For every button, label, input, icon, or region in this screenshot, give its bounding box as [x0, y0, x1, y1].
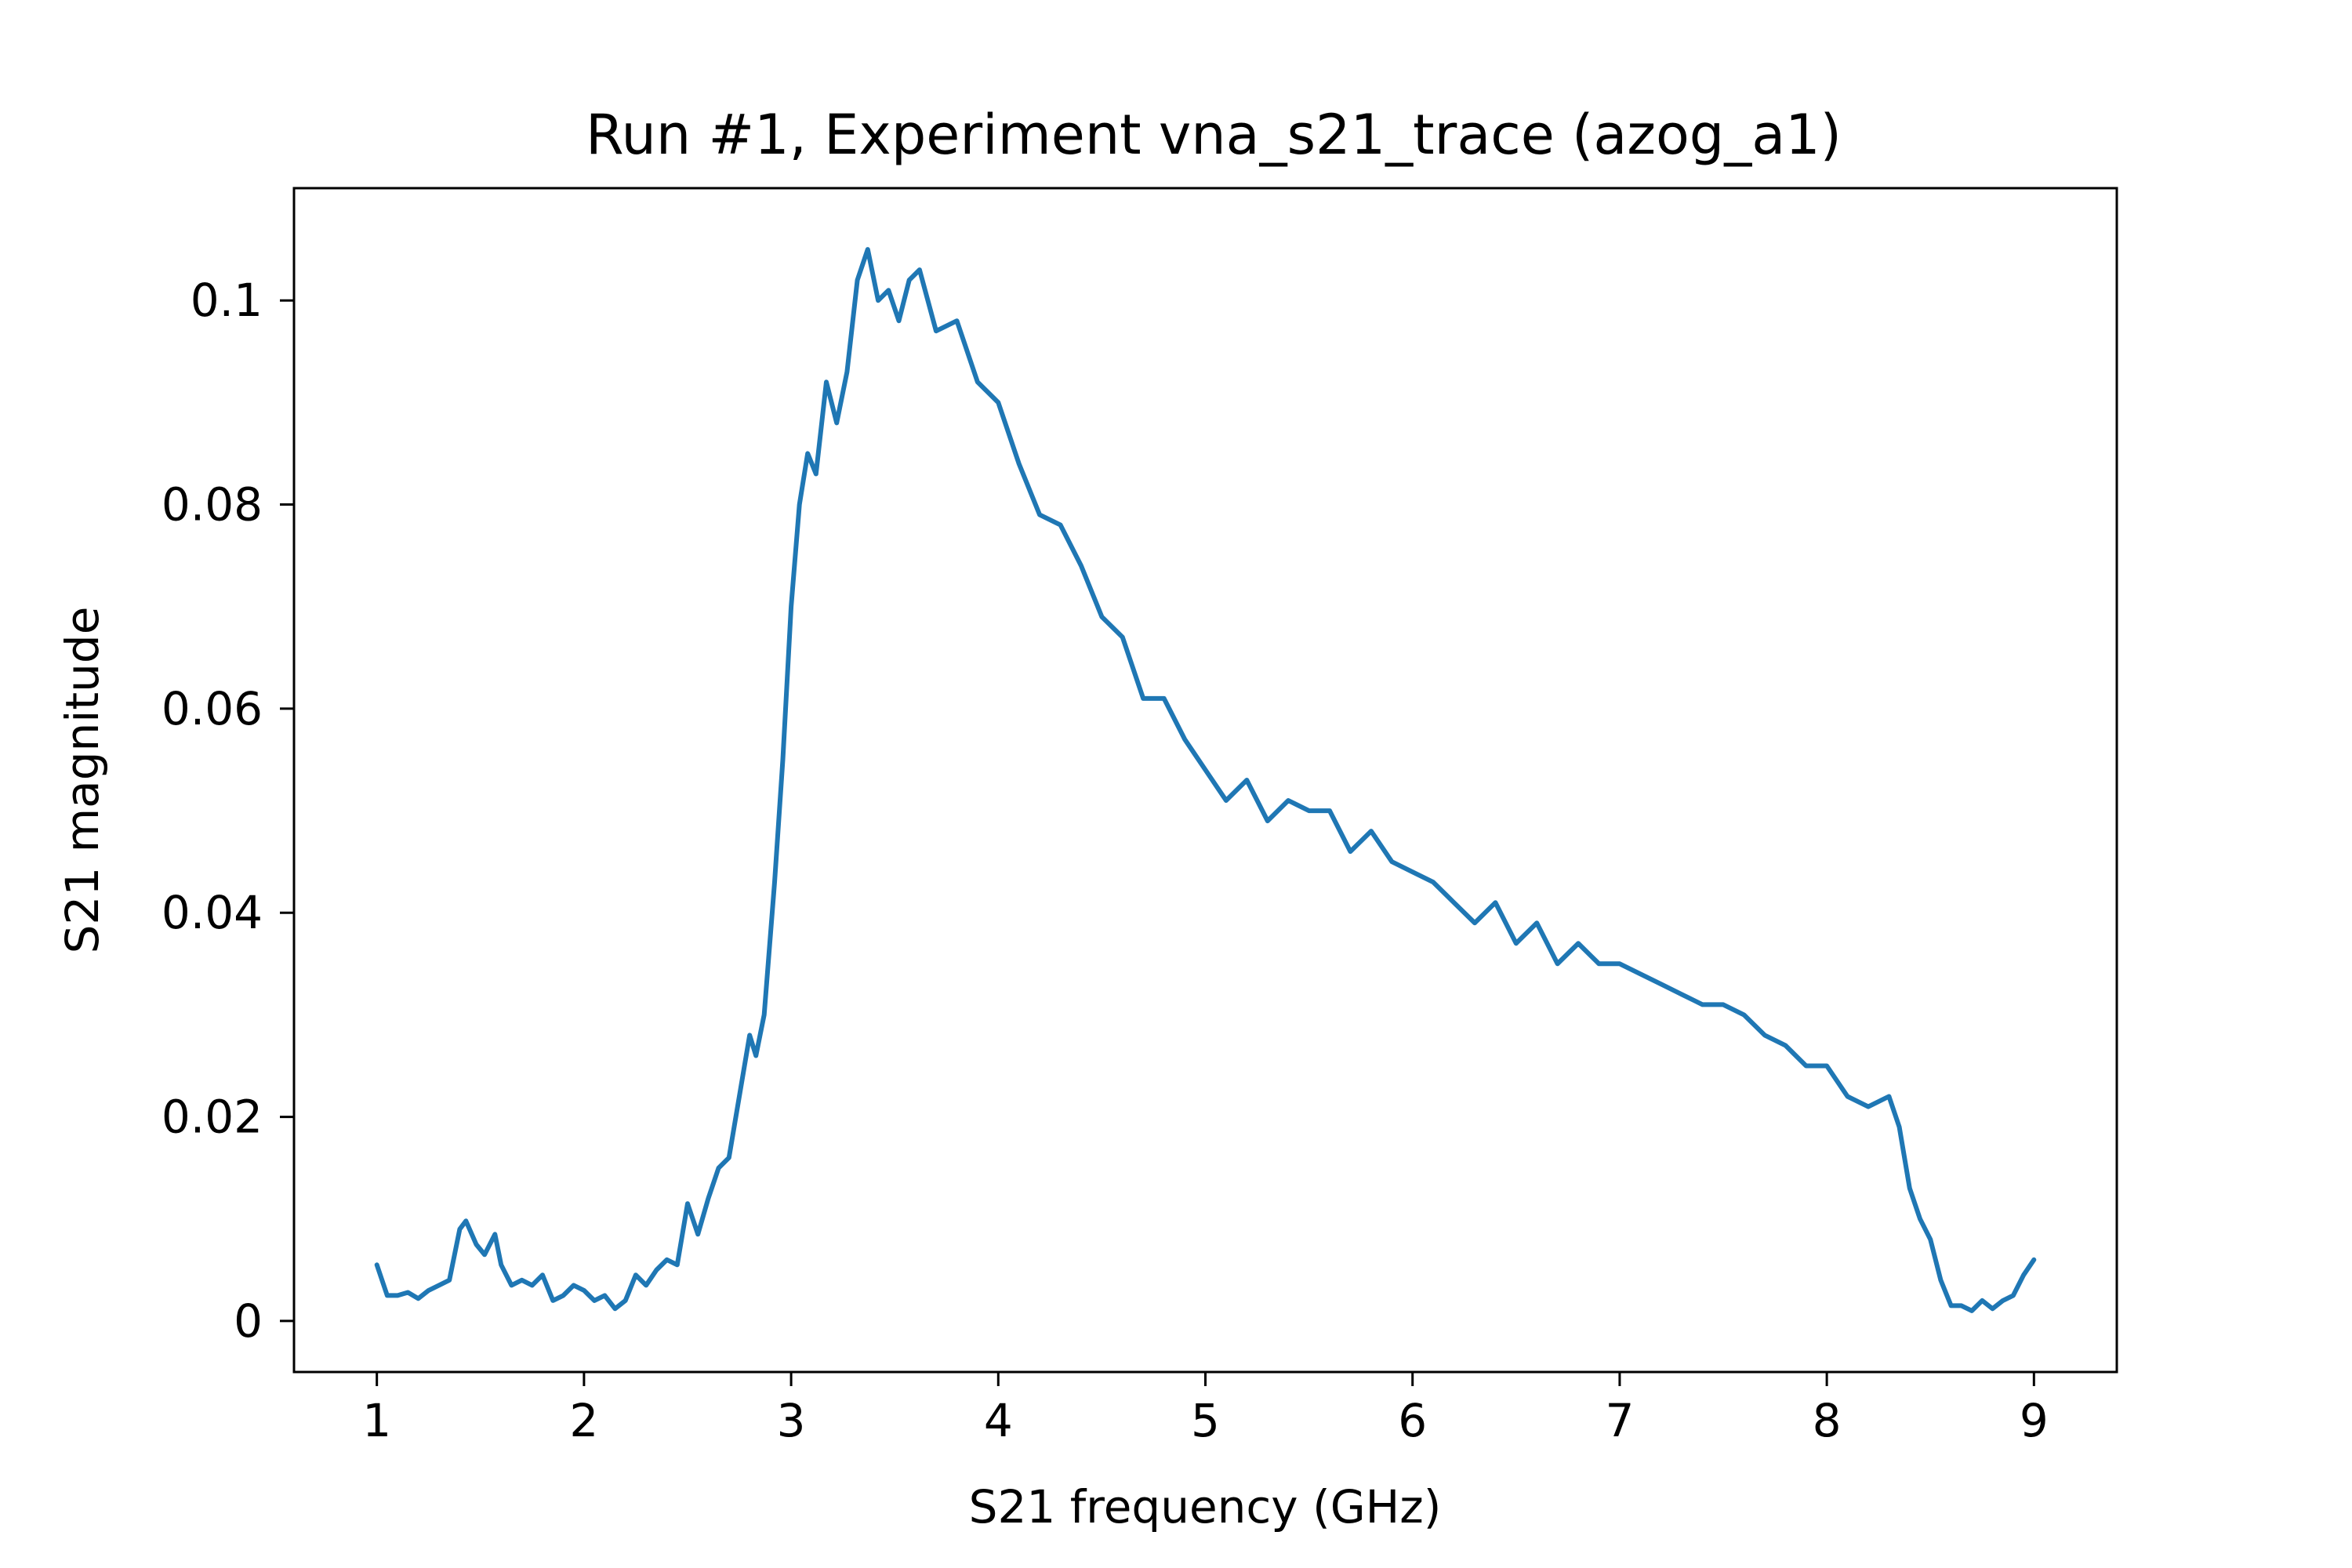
x-tick-label: 7 [1605, 1394, 1634, 1447]
x-tick-label: 2 [569, 1394, 598, 1447]
y-axis: 0 0.02 0.04 0.06 0.08 0.1 [162, 274, 294, 1348]
chart-title: Run #1, Experiment vna_s21_trace (azog_a… [586, 103, 1842, 167]
y-tick-label: 0.06 [162, 682, 263, 735]
x-tick-label: 3 [777, 1394, 806, 1447]
x-tick-label: 5 [1191, 1394, 1220, 1447]
x-tick-label: 9 [2020, 1394, 2049, 1447]
x-tick-label: 8 [1813, 1394, 1842, 1447]
y-tick-label: 0.04 [162, 886, 263, 939]
x-tick-label: 1 [362, 1394, 391, 1447]
y-axis-label: S21 magnitude [56, 607, 109, 954]
y-tick-label: 0.1 [191, 274, 263, 327]
x-tick-label: 4 [984, 1394, 1013, 1447]
series-line-s21 [374, 247, 2037, 1313]
x-axis: 1 2 3 4 5 6 7 8 9 [362, 1372, 2049, 1447]
y-tick-label: 0.08 [162, 478, 263, 532]
x-tick-label: 6 [1398, 1394, 1427, 1447]
plot-area [374, 247, 2037, 1313]
y-tick-label: 0 [234, 1294, 263, 1348]
x-axis-label: S21 frequency (GHz) [969, 1480, 1442, 1534]
y-tick-label: 0.02 [162, 1091, 263, 1144]
